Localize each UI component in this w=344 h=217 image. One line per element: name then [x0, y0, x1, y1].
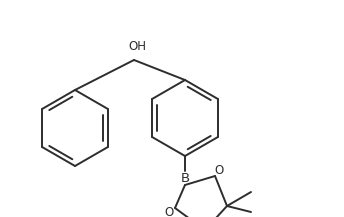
- Text: B: B: [181, 171, 190, 184]
- Text: O: O: [214, 163, 224, 176]
- Text: OH: OH: [128, 41, 146, 54]
- Text: O: O: [164, 205, 174, 217]
